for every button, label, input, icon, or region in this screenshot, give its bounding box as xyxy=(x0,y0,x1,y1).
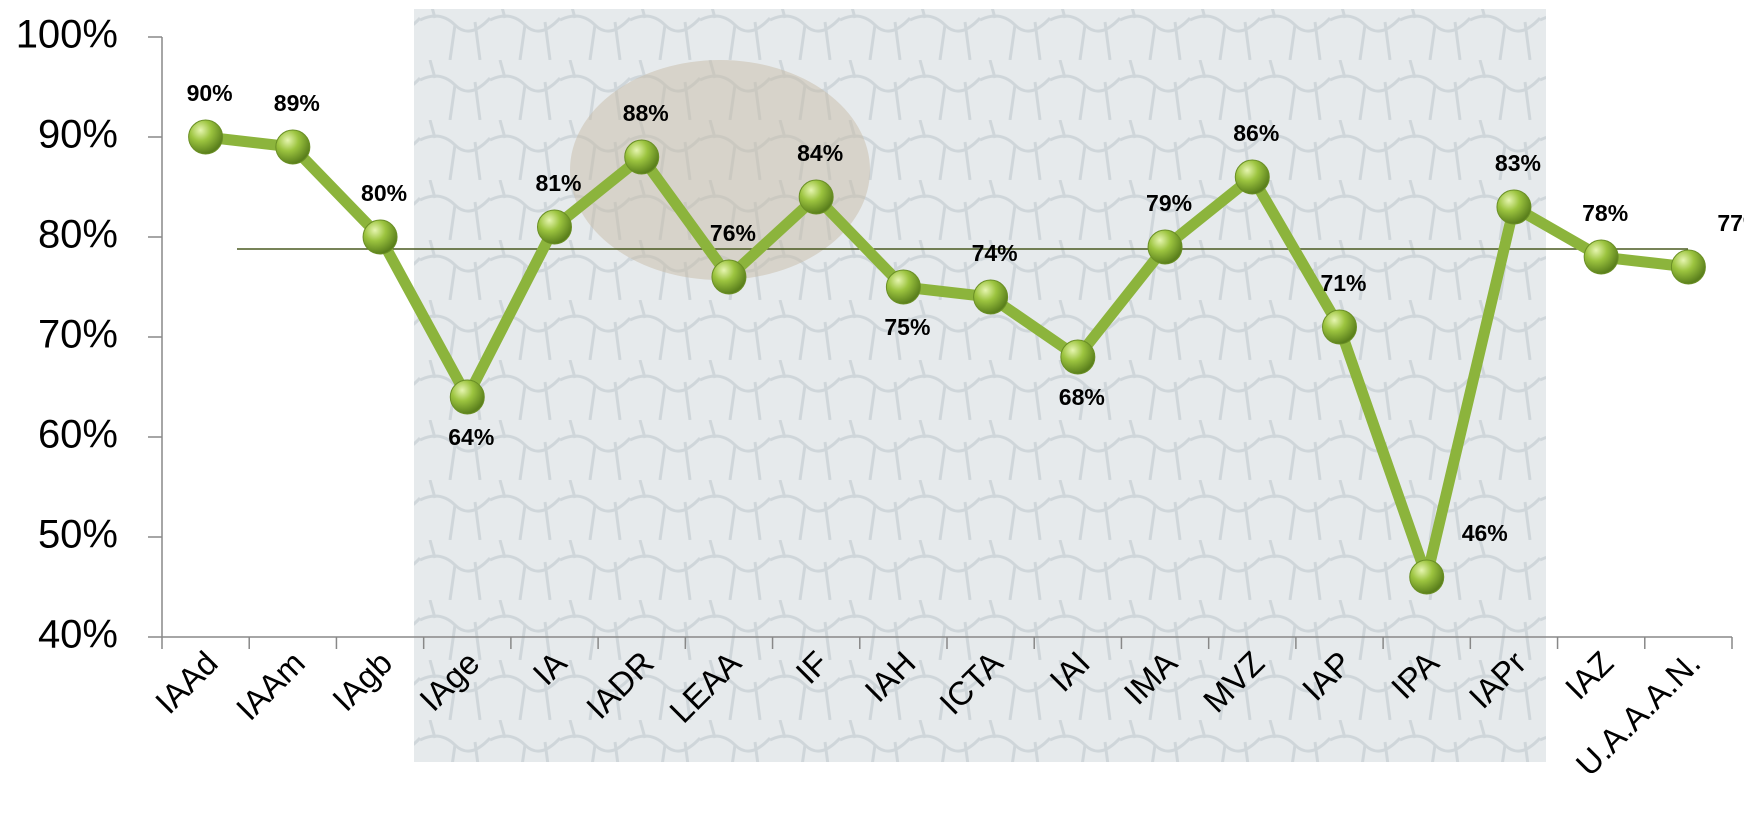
marker xyxy=(276,130,310,164)
marker xyxy=(1584,240,1618,274)
marker xyxy=(538,210,572,244)
marker xyxy=(1235,160,1269,194)
marker xyxy=(189,120,223,154)
data-label: 81% xyxy=(535,170,581,196)
data-label: 77% xyxy=(1717,210,1744,236)
marker xyxy=(363,220,397,254)
data-label: 83% xyxy=(1495,150,1541,176)
marker xyxy=(1148,230,1182,264)
data-label: 86% xyxy=(1233,120,1279,146)
y-tick-label: 40% xyxy=(38,613,118,657)
marker xyxy=(1671,250,1705,284)
data-label: 74% xyxy=(972,240,1018,266)
marker xyxy=(625,140,659,174)
data-label: 89% xyxy=(274,90,320,116)
y-tick-label: 80% xyxy=(38,213,118,257)
marker xyxy=(974,280,1008,314)
marker xyxy=(450,380,484,414)
x-tick-label: IAAm xyxy=(229,644,312,727)
marker xyxy=(886,270,920,304)
x-tick-label: IAZ xyxy=(1558,644,1620,706)
data-label: 71% xyxy=(1320,270,1366,296)
data-label: 78% xyxy=(1582,200,1628,226)
x-tick-label: IAgb xyxy=(325,644,399,718)
y-tick-label: 60% xyxy=(38,413,118,457)
chart: 40%50%60%70%80%90%100%IAAdIAAmIAgbIAgeIA… xyxy=(0,0,1744,840)
marker xyxy=(1323,310,1357,344)
background-figure xyxy=(570,60,870,280)
data-label: 90% xyxy=(187,80,233,106)
y-tick-label: 90% xyxy=(38,113,118,157)
data-label: 84% xyxy=(797,140,843,166)
data-label: 88% xyxy=(623,100,669,126)
y-tick-label: 70% xyxy=(38,313,118,357)
marker xyxy=(1497,190,1531,224)
data-label: 76% xyxy=(710,220,756,246)
x-tick-label: IAAd xyxy=(148,644,225,721)
data-label: 64% xyxy=(448,424,494,450)
data-label: 46% xyxy=(1462,520,1508,546)
data-label: 79% xyxy=(1146,190,1192,216)
marker xyxy=(1410,560,1444,594)
y-tick-label: 100% xyxy=(16,13,118,57)
y-tick-label: 50% xyxy=(38,513,118,557)
data-label: 75% xyxy=(884,314,930,340)
marker xyxy=(1061,340,1095,374)
data-label: 68% xyxy=(1059,384,1105,410)
marker xyxy=(799,180,833,214)
marker xyxy=(712,260,746,294)
data-label: 80% xyxy=(361,180,407,206)
